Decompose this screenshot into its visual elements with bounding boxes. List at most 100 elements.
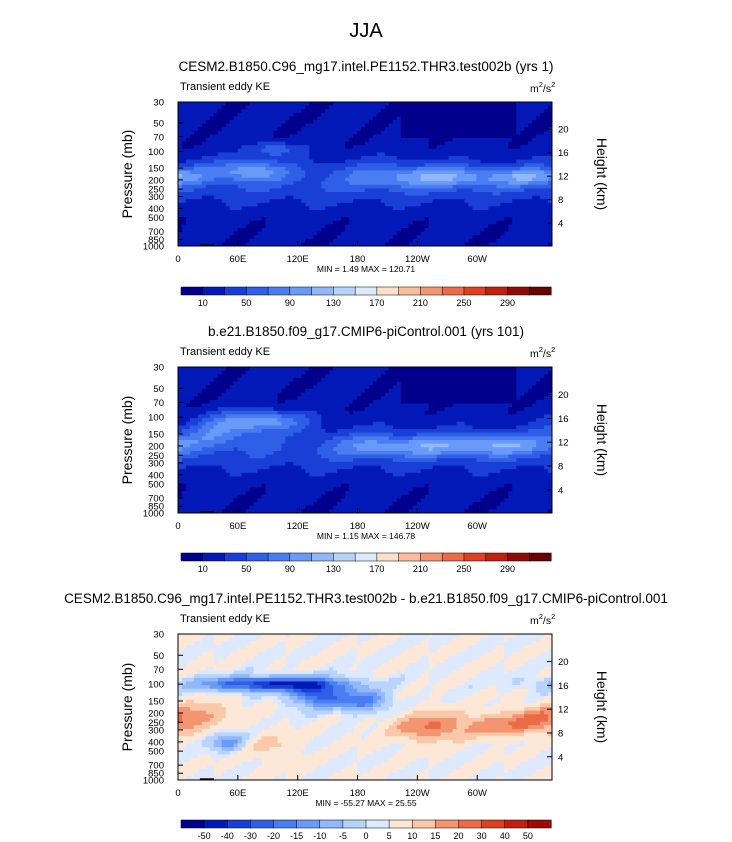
contour-cell <box>305 407 310 412</box>
contour-cell <box>448 188 453 193</box>
contour-cell <box>460 170 465 175</box>
contour-cell <box>536 399 541 404</box>
colorbar-label: 10 <box>198 298 208 308</box>
contour-cell <box>380 381 386 386</box>
contour-cell <box>333 377 338 382</box>
contour-cell <box>436 127 441 132</box>
contour-cell <box>337 407 342 412</box>
contour-cell <box>448 381 453 386</box>
contour-cell <box>444 388 449 393</box>
contour-cell <box>392 199 398 204</box>
contour-cell <box>372 377 378 382</box>
contour-cell <box>420 367 426 372</box>
contour-cell <box>353 163 358 168</box>
contour-cell <box>380 123 386 128</box>
contour-cell <box>376 385 382 390</box>
contour-cell <box>213 152 219 157</box>
contour-cell <box>384 166 390 171</box>
contour-cell <box>476 377 481 382</box>
contour-cell <box>313 231 318 236</box>
contour-cell <box>512 199 517 204</box>
contour-cell <box>416 206 422 211</box>
contour-cell <box>432 192 438 196</box>
contour-cell <box>313 120 318 124</box>
contour-cell <box>365 184 370 189</box>
contour-cell <box>301 120 306 124</box>
contour-cell <box>309 148 314 153</box>
contour-cell <box>305 381 310 386</box>
contour-cell <box>528 242 533 246</box>
contour-cell <box>444 396 449 401</box>
contour-cell <box>428 159 434 164</box>
contour-cell <box>424 163 430 168</box>
contour-cell <box>524 102 529 106</box>
contour-cell <box>480 148 485 153</box>
contour-cell <box>261 127 266 132</box>
contour-cell <box>249 407 254 412</box>
contour-cell <box>213 385 219 390</box>
contour-cell <box>309 152 314 157</box>
contour-cell <box>269 220 274 225</box>
contour-cell <box>345 105 350 110</box>
contour-cell <box>273 370 278 375</box>
contour-cell <box>416 116 422 121</box>
contour-cell <box>229 159 235 164</box>
contour-cell <box>548 228 552 232</box>
contour-cell <box>428 105 434 110</box>
contour-cell <box>392 145 398 150</box>
contour-cell <box>333 385 338 390</box>
contour-cell <box>396 105 402 110</box>
contour-cell <box>476 217 481 222</box>
contour-cell <box>400 134 406 139</box>
contour-cell <box>544 381 549 386</box>
contour-cell <box>492 105 497 110</box>
contour-cell <box>241 220 247 225</box>
contour-cell <box>265 238 270 243</box>
contour-cell <box>496 145 501 150</box>
contour-cell <box>225 123 231 128</box>
contour-cell <box>392 231 398 236</box>
contour-cell <box>293 174 298 178</box>
contour-cell <box>225 235 231 240</box>
contour-cell <box>321 195 326 200</box>
contour-cell <box>285 156 290 160</box>
contour-cell <box>548 195 552 200</box>
contour-cell <box>540 374 545 379</box>
contour-cell <box>178 374 183 379</box>
contour-cell <box>213 199 219 204</box>
contour-cell <box>229 184 235 189</box>
contour-cell <box>297 202 302 207</box>
contour-cell <box>424 195 430 200</box>
contour-cell <box>281 370 286 375</box>
contour-cell <box>281 396 286 401</box>
contour-cell <box>249 238 254 243</box>
contour-cell <box>365 235 370 240</box>
contour-cell <box>365 134 370 139</box>
contour-cell <box>384 367 390 372</box>
contour-cell <box>201 177 207 182</box>
contour-cell <box>197 392 203 397</box>
colorbar-swatch <box>354 286 378 296</box>
pressure-tick-label: 150 <box>148 164 164 175</box>
contour-cell <box>496 392 501 397</box>
contour-cell <box>436 396 441 401</box>
contour-cell <box>524 374 529 379</box>
contour-cell <box>273 238 278 243</box>
contour-cell <box>388 374 394 379</box>
contour-cell <box>293 210 298 214</box>
contour-cell <box>317 174 322 178</box>
contour-cell <box>333 188 338 193</box>
contour-cell <box>237 224 243 229</box>
contour-cell <box>273 217 278 222</box>
contour-cell <box>225 220 231 225</box>
contour-cell <box>408 231 414 236</box>
contour-cell <box>448 206 453 211</box>
contour-cell <box>225 392 231 397</box>
contour-cell <box>193 109 199 114</box>
contour-cell <box>249 120 254 124</box>
contour-cell <box>178 141 183 146</box>
contour-cell <box>384 116 390 121</box>
contour-cell <box>289 407 294 412</box>
contour-cell <box>384 206 390 211</box>
contour-cell <box>245 174 251 178</box>
